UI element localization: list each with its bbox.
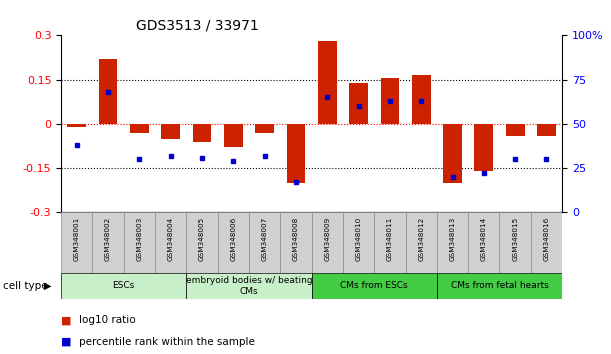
Bar	[468, 212, 500, 273]
Text: GSM348003: GSM348003	[136, 217, 142, 262]
Bar	[61, 273, 186, 299]
Bar	[280, 212, 312, 273]
Bar	[406, 212, 437, 273]
Text: GSM348015: GSM348015	[512, 217, 518, 262]
Bar	[218, 212, 249, 273]
Text: GSM348011: GSM348011	[387, 217, 393, 262]
Bar	[506, 124, 524, 136]
Bar	[161, 124, 180, 139]
Bar	[92, 212, 123, 273]
Text: GSM348007: GSM348007	[262, 217, 268, 262]
Text: ■: ■	[61, 315, 71, 325]
Text: ■: ■	[61, 337, 71, 347]
Text: GSM348013: GSM348013	[450, 217, 456, 262]
Text: GSM348014: GSM348014	[481, 217, 487, 262]
Bar	[186, 273, 312, 299]
Bar	[318, 41, 337, 124]
Bar	[374, 212, 406, 273]
Bar	[123, 212, 155, 273]
Text: CMs from ESCs: CMs from ESCs	[340, 281, 408, 290]
Bar	[537, 124, 556, 136]
Text: cell type: cell type	[3, 281, 48, 291]
Bar	[531, 212, 562, 273]
Text: GDS3513 / 33971: GDS3513 / 33971	[136, 19, 259, 33]
Bar	[255, 124, 274, 133]
Bar	[343, 212, 375, 273]
Bar	[312, 212, 343, 273]
Bar	[437, 273, 562, 299]
Text: ▶: ▶	[44, 281, 51, 291]
Text: log10 ratio: log10 ratio	[79, 315, 136, 325]
Bar	[249, 212, 280, 273]
Text: GSM348001: GSM348001	[74, 217, 80, 262]
Bar	[443, 124, 462, 183]
Bar	[130, 124, 149, 133]
Text: CMs from fetal hearts: CMs from fetal hearts	[451, 281, 548, 290]
Bar	[287, 124, 306, 183]
Bar	[437, 212, 468, 273]
Bar	[155, 212, 186, 273]
Bar	[224, 124, 243, 148]
Text: GSM348009: GSM348009	[324, 217, 331, 262]
Bar	[61, 212, 92, 273]
Text: embryoid bodies w/ beating
CMs: embryoid bodies w/ beating CMs	[186, 276, 312, 296]
Bar	[412, 75, 431, 124]
Bar	[381, 78, 400, 124]
Text: GSM348002: GSM348002	[105, 217, 111, 262]
Bar	[312, 273, 437, 299]
Text: percentile rank within the sample: percentile rank within the sample	[79, 337, 255, 347]
Text: GSM348010: GSM348010	[356, 217, 362, 262]
Text: GSM348005: GSM348005	[199, 217, 205, 262]
Text: ESCs: ESCs	[112, 281, 135, 290]
Bar	[186, 212, 218, 273]
Text: GSM348012: GSM348012	[418, 217, 424, 262]
Bar	[349, 82, 368, 124]
Bar	[99, 59, 117, 124]
Bar	[67, 124, 86, 127]
Bar	[192, 124, 211, 142]
Text: GSM348004: GSM348004	[167, 217, 174, 262]
Bar	[500, 212, 531, 273]
Text: GSM348016: GSM348016	[543, 217, 549, 262]
Bar	[475, 124, 493, 171]
Text: GSM348006: GSM348006	[230, 217, 236, 262]
Text: GSM348008: GSM348008	[293, 217, 299, 262]
